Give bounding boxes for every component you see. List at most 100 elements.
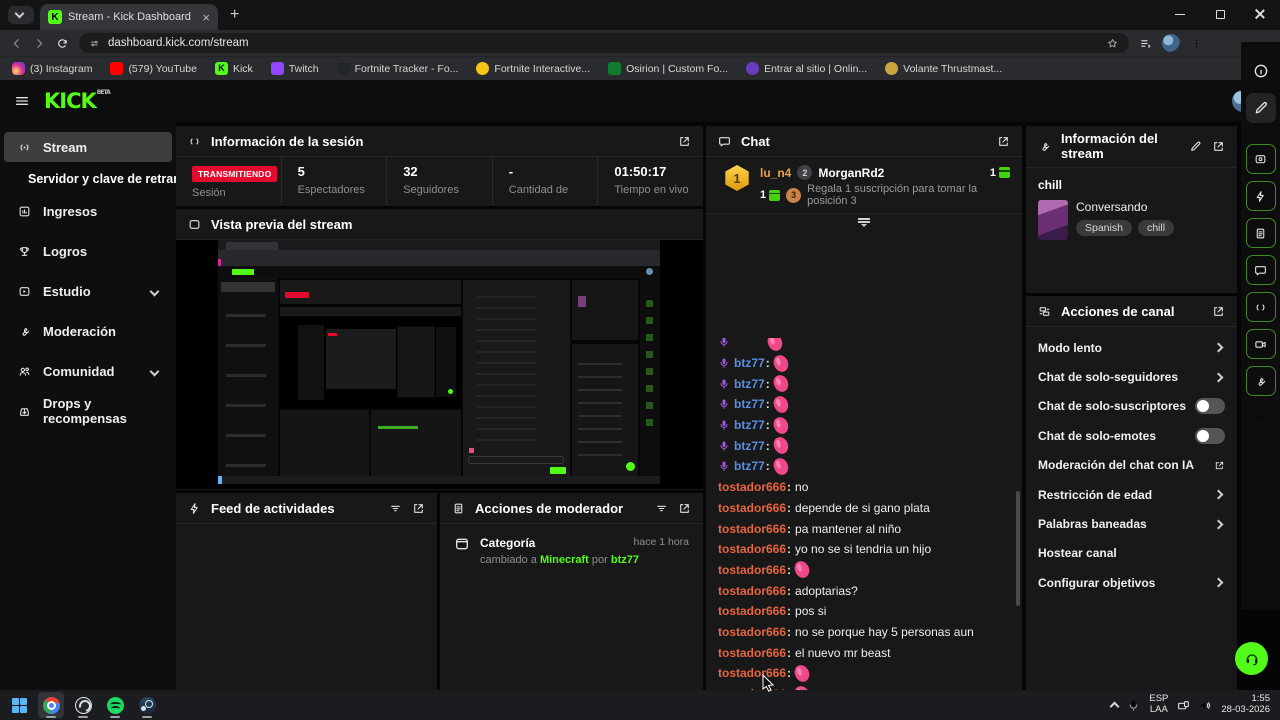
tray-display-icon[interactable] bbox=[1177, 699, 1190, 712]
stream-preview-video[interactable] bbox=[218, 240, 660, 484]
support-button[interactable] bbox=[1235, 642, 1268, 675]
taskbar-spotify[interactable] bbox=[102, 692, 128, 718]
sidebar-item-server-key[interactable]: Servidor y clave de retransm bbox=[28, 172, 176, 186]
taskbar-steam[interactable] bbox=[134, 692, 160, 718]
category-thumbnail[interactable] bbox=[1038, 200, 1068, 240]
browser-tab[interactable]: K Stream - Kick Dashboard × bbox=[40, 4, 218, 30]
camera-widget-button[interactable] bbox=[1245, 329, 1276, 359]
mod-action-time: hace 1 hora bbox=[633, 536, 689, 548]
url-bar[interactable]: dashboard.kick.com/stream bbox=[79, 33, 1129, 53]
panel-title: Vista previa del stream bbox=[211, 216, 353, 232]
popout-icon[interactable] bbox=[1212, 305, 1225, 318]
bookmark-youtube[interactable]: (579) YouTube bbox=[110, 62, 197, 75]
mod-action-type: Categoría bbox=[480, 536, 536, 550]
sidebar: Stream Servidor y clave de retransm Ingr… bbox=[0, 122, 176, 690]
bookmark-entrar-al-sitio[interactable]: Entrar al sitio | Onlin... bbox=[746, 62, 867, 75]
drops-icon bbox=[18, 405, 31, 418]
activity-widget-button[interactable] bbox=[1245, 181, 1276, 211]
reload-icon[interactable] bbox=[56, 37, 69, 50]
more-widgets-button[interactable] bbox=[1246, 403, 1276, 433]
filter-icon[interactable] bbox=[655, 502, 668, 515]
tray-volume-icon[interactable] bbox=[1199, 699, 1212, 712]
start-button[interactable] bbox=[6, 692, 32, 718]
system-tray: ESP LAA 1:55 28-03-2026 bbox=[1109, 693, 1280, 716]
forward-icon[interactable] bbox=[33, 37, 46, 50]
bookmark-instagram[interactable]: (3) Instagram bbox=[12, 62, 92, 75]
session-info-panel: Información de la sesión TRANSMITIENDO S… bbox=[176, 126, 703, 206]
kick-logo[interactable]: KICKBETA bbox=[44, 89, 111, 113]
browser-profile-avatar[interactable] bbox=[1162, 34, 1180, 52]
bookmark-fortnite-tracker[interactable]: Fortnite Tracker - Fo... bbox=[336, 62, 458, 75]
chevron-right-icon bbox=[1213, 342, 1224, 353]
back-icon[interactable] bbox=[10, 37, 23, 50]
taskbar-clock[interactable]: 1:55 28-03-2026 bbox=[1221, 693, 1270, 715]
edit-layout-button[interactable] bbox=[1245, 93, 1276, 123]
leaderboard-collapse-button[interactable] bbox=[706, 214, 1022, 228]
window-minimize-button[interactable] bbox=[1160, 0, 1200, 28]
popout-icon[interactable] bbox=[997, 135, 1010, 148]
pink-axolotl-emote bbox=[765, 338, 785, 353]
edit-icon[interactable] bbox=[1189, 140, 1202, 153]
info-button[interactable] bbox=[1246, 56, 1276, 86]
browser-menu-icon[interactable] bbox=[1190, 37, 1203, 50]
sidebar-item-estudio[interactable]: Estudio bbox=[4, 276, 172, 306]
sidebar-item-logros[interactable]: Logros bbox=[4, 236, 172, 266]
window-restore-button[interactable] bbox=[1200, 0, 1240, 28]
leaderboard-second-user[interactable]: MorganRd2 bbox=[818, 165, 885, 180]
sidebar-item-stream[interactable]: Stream bbox=[4, 132, 172, 162]
action-solo-suscriptores[interactable]: Chat de solo-suscriptores bbox=[1038, 392, 1225, 421]
site-settings-icon[interactable] bbox=[89, 38, 100, 49]
toggle-off[interactable] bbox=[1195, 427, 1225, 444]
filter-icon[interactable] bbox=[389, 502, 402, 515]
taskbar-chrome[interactable] bbox=[38, 692, 64, 718]
popout-icon[interactable] bbox=[678, 135, 691, 148]
action-hostear-canal[interactable]: Hostear canal bbox=[1038, 546, 1117, 561]
tray-mic-icon[interactable] bbox=[1127, 699, 1140, 712]
toggle-off[interactable] bbox=[1195, 398, 1225, 415]
category-name[interactable]: Conversando bbox=[1076, 200, 1148, 214]
sidebar-item-moderacion[interactable]: Moderación bbox=[4, 316, 172, 346]
popout-icon[interactable] bbox=[1212, 140, 1225, 153]
reading-list-icon[interactable] bbox=[1139, 37, 1152, 50]
sidebar-item-comunidad[interactable]: Comunidad bbox=[4, 356, 172, 386]
new-tab-button[interactable]: + bbox=[230, 6, 240, 23]
stat-uptime: 01:50:17 Tiempo en vivo bbox=[597, 157, 703, 205]
bookmark-fortnite-interactive[interactable]: Fortnite Interactive... bbox=[476, 62, 590, 75]
bookmark-volante[interactable]: Volante Thrustmast... bbox=[885, 62, 1002, 75]
action-restriccion-edad[interactable]: Restricción de edad bbox=[1038, 480, 1225, 509]
taskbar-obs[interactable] bbox=[70, 692, 96, 718]
action-moderacion-ia[interactable]: Moderación del chat con IA bbox=[1038, 451, 1225, 480]
sidebar-item-ingresos[interactable]: Ingresos bbox=[4, 196, 172, 226]
bookmark-twitch[interactable]: Twitch bbox=[270, 62, 319, 75]
tab-close-icon[interactable]: × bbox=[202, 9, 210, 25]
actions-icon bbox=[1038, 305, 1051, 318]
wrench-icon bbox=[18, 325, 31, 338]
chat-scrollbar[interactable] bbox=[1016, 491, 1020, 606]
first-gift-count: 1 bbox=[760, 189, 781, 201]
bookmark-osirion[interactable]: Osirion | Custom Fo... bbox=[608, 62, 728, 75]
mic-badge-icon bbox=[718, 357, 730, 369]
menu-burger-icon[interactable] bbox=[14, 93, 30, 109]
window-close-button[interactable] bbox=[1240, 0, 1280, 28]
bookmark-kick[interactable]: K Kick bbox=[214, 62, 253, 75]
chat-messages[interactable]: btz77: btz77: btz77: btz77: btz77: btz77… bbox=[706, 338, 1022, 690]
chat-widget-button[interactable] bbox=[1245, 255, 1276, 285]
live-badge: TRANSMITIENDO bbox=[192, 166, 278, 182]
popout-icon[interactable] bbox=[678, 502, 691, 515]
action-solo-seguidores[interactable]: Chat de solo-seguidores bbox=[1038, 362, 1225, 391]
tab-search-button[interactable] bbox=[8, 6, 34, 24]
sidebar-item-drops[interactable]: Drops y recompensas bbox=[4, 396, 172, 426]
language-indicator[interactable]: ESP LAA bbox=[1149, 693, 1169, 715]
session-widget-button[interactable] bbox=[1245, 292, 1276, 322]
action-solo-emotes[interactable]: Chat de solo-emotes bbox=[1038, 421, 1225, 450]
action-modo-lento[interactable]: Modo lento bbox=[1038, 333, 1225, 362]
screen-capture-widget-button[interactable] bbox=[1245, 144, 1276, 174]
leaderboard-first-user[interactable]: lu_n4 bbox=[760, 165, 792, 180]
popout-icon[interactable] bbox=[412, 502, 425, 515]
mod-log-widget-button[interactable] bbox=[1245, 218, 1276, 248]
action-palabras-baneadas[interactable]: Palabras baneadas bbox=[1038, 509, 1225, 538]
tray-expand-icon[interactable] bbox=[1109, 701, 1120, 712]
bookmark-star-icon[interactable] bbox=[1106, 37, 1119, 50]
action-configurar-objetivos[interactable]: Configurar objetivos bbox=[1038, 568, 1225, 597]
tools-widget-button[interactable] bbox=[1245, 366, 1276, 396]
